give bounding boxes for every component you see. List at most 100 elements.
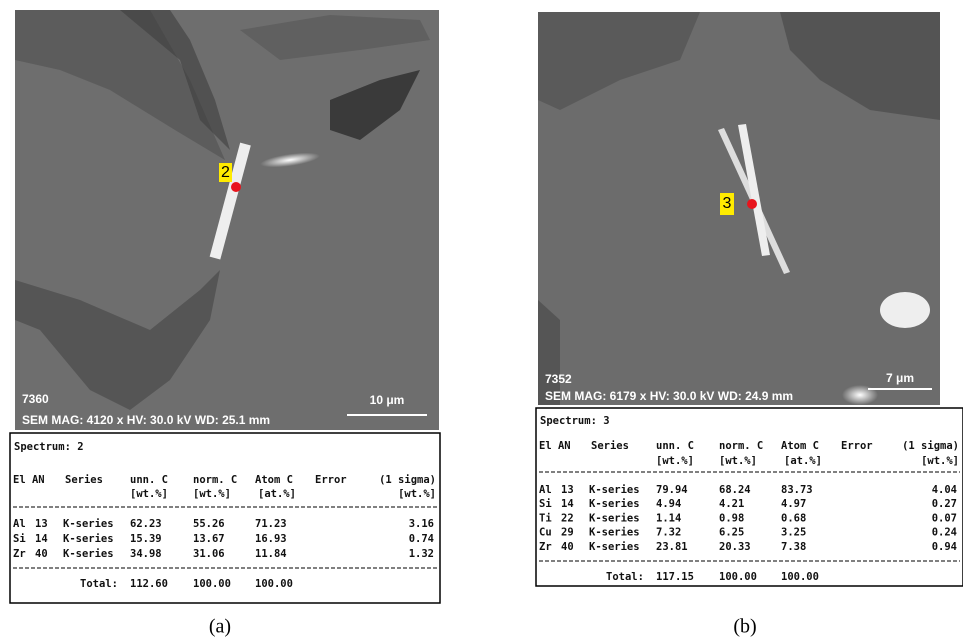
- table-cell: K-series: [589, 541, 640, 553]
- spectrum-label: Spectrum: 2: [14, 441, 84, 453]
- header-cell: El AN: [13, 474, 45, 486]
- table-cell: 13: [35, 518, 48, 530]
- table-cell: 22: [561, 512, 574, 524]
- total-cell: 100.00: [719, 571, 757, 583]
- table-cell: 0.68: [781, 512, 806, 524]
- total-cell: 100.00: [781, 571, 819, 583]
- scale-bar-label: 10 μm: [370, 393, 405, 407]
- total-cell: 112.60: [130, 578, 168, 590]
- sem-info: SEM MAG: 4120 x HV: 30.0 kV WD: 25.1 mm: [22, 413, 270, 427]
- unit-cell: [wt.%]: [130, 488, 168, 500]
- caption: (a): [209, 616, 231, 638]
- sem-image-a: [15, 10, 439, 430]
- header-cell: (1 sigma): [902, 440, 959, 452]
- table-frame-b: [536, 408, 963, 586]
- table-cell: 3.16: [409, 518, 434, 530]
- marker-label: 2: [221, 164, 230, 181]
- table-cell: K-series: [589, 484, 640, 496]
- unit-cell: [at.%]: [258, 488, 296, 500]
- header-cell: unn. C: [130, 474, 168, 486]
- table-cell: K-series: [63, 548, 114, 560]
- marker-label: 3: [723, 195, 732, 212]
- table-cell: 31.06: [193, 548, 225, 560]
- table-cell: K-series: [589, 512, 640, 524]
- total-cell: 117.15: [656, 571, 694, 583]
- table-cell: 40: [35, 548, 48, 560]
- scale-bar-label: 7 μm: [886, 371, 914, 385]
- figure: 2 7360 SEM MAG: 4120 x HV: 30.0 kV WD: 25.…: [0, 0, 963, 643]
- table-cell: 29: [561, 527, 574, 539]
- unit-cell: [wt.%]: [193, 488, 231, 500]
- table-cell: Al: [13, 518, 26, 530]
- table-cell: 0.27: [932, 498, 957, 510]
- table-cell: 55.26: [193, 518, 225, 530]
- table-cell: 4.04: [932, 484, 957, 496]
- table-cell: 62.23: [130, 518, 162, 530]
- table-cell: 7.38: [781, 541, 806, 553]
- table-cell: 13: [561, 484, 574, 496]
- table-cell: 83.73: [781, 484, 813, 496]
- header-cell: Error: [315, 474, 347, 486]
- table-cell: Zr: [539, 541, 552, 553]
- header-cell: El AN: [539, 440, 571, 452]
- total-cell: 100.00: [255, 578, 293, 590]
- table-cell: 0.07: [932, 512, 957, 524]
- table-cell: 14: [561, 498, 574, 510]
- header-cell: (1 sigma): [379, 474, 436, 486]
- table-cell: 71.23: [255, 518, 287, 530]
- table-cell: 23.81: [656, 541, 688, 553]
- table-cell: 1.32: [409, 548, 434, 560]
- table-cell: K-series: [63, 518, 114, 530]
- table-cell: 4.97: [781, 498, 806, 510]
- spectrum-label: Spectrum: 3: [540, 415, 610, 427]
- table-cell: 14: [35, 533, 48, 545]
- table-cell: 0.74: [409, 533, 434, 545]
- table-cell: 13.67: [193, 533, 225, 545]
- sem-info: SEM MAG: 6179 x HV: 30.0 kV WD: 24.9 mm: [545, 389, 793, 403]
- sem-image-b: [538, 12, 940, 405]
- table-cell: Si: [13, 533, 26, 545]
- table-cell: 11.84: [255, 548, 287, 560]
- table-cell: 34.98: [130, 548, 162, 560]
- table-cell: Si: [539, 498, 552, 510]
- table-cell: 6.25: [719, 527, 744, 539]
- table-cell: 4.94: [656, 498, 681, 510]
- table-cell: K-series: [589, 498, 640, 510]
- table-cell: K-series: [589, 527, 640, 539]
- table-cell: 4.21: [719, 498, 744, 510]
- unit-cell: [at.%]: [784, 455, 822, 467]
- table-cell: 40: [561, 541, 574, 553]
- header-cell: unn. C: [656, 440, 694, 452]
- table-cell: Ti: [539, 512, 552, 524]
- table-cell: 15.39: [130, 533, 162, 545]
- table-cell: K-series: [63, 533, 114, 545]
- table-cell: 0.94: [932, 541, 957, 553]
- table-cell: 1.14: [656, 512, 681, 524]
- header-cell: Error: [841, 440, 873, 452]
- header-cell: Series: [65, 474, 103, 486]
- header-cell: norm. C: [719, 440, 763, 452]
- unit-cell: [wt.%]: [921, 455, 959, 467]
- header-cell: Atom C: [781, 440, 819, 452]
- page: {"panels":[ {"image":{"marker":"2","samp…: [0, 0, 963, 643]
- sample-id: 7360: [22, 392, 49, 406]
- table-cell: 16.93: [255, 533, 287, 545]
- table-cell: 68.24: [719, 484, 751, 496]
- table-cell: Zr: [13, 548, 26, 560]
- total-cell: 100.00: [193, 578, 231, 590]
- header-cell: norm. C: [193, 474, 237, 486]
- unit-cell: [wt.%]: [719, 455, 757, 467]
- sample-id: 7352: [545, 372, 572, 386]
- table-cell: 79.94: [656, 484, 688, 496]
- unit-cell: [wt.%]: [398, 488, 436, 500]
- table-cell: 3.25: [781, 527, 806, 539]
- table-cell: 0.24: [932, 527, 957, 539]
- table-cell: Cu: [539, 527, 552, 539]
- table-cell: 20.33: [719, 541, 751, 553]
- table-cell: 7.32: [656, 527, 681, 539]
- caption: (b): [733, 616, 756, 638]
- table-cell: 0.98: [719, 512, 744, 524]
- total-cell: Total:: [80, 578, 118, 590]
- header-cell: Atom C: [255, 474, 293, 486]
- table-cell: Al: [539, 484, 552, 496]
